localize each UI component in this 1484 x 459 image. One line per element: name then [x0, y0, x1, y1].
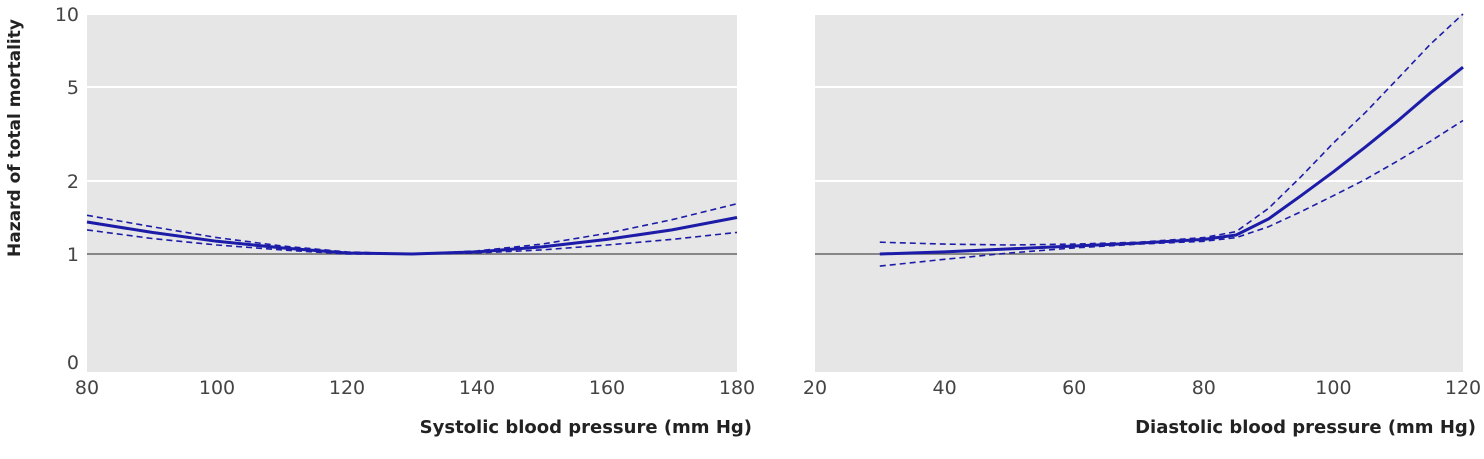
systolic-y-tick-label: 5: [67, 77, 79, 99]
diastolic-x-tick-label: 120: [1445, 377, 1481, 399]
diastolic-ci-line-2: [879, 119, 1464, 267]
systolic-y-tick-label: 10: [55, 4, 79, 26]
systolic-x-tick-label: 140: [459, 377, 495, 399]
systolic-x-tick-label: 80: [75, 377, 99, 399]
diastolic-x-axis-label: Diastolic blood pressure (mm Hg): [1135, 417, 1476, 438]
diastolic-ci-line-1: [879, 13, 1464, 246]
y-axis-label: Hazard of total mortality: [5, 19, 25, 257]
diastolic-x-tick-label: 100: [1315, 377, 1351, 399]
systolic-y-tick-label: 0: [67, 352, 79, 374]
diastolic-plot-area: [815, 14, 1463, 372]
systolic-x-axis-label: Systolic blood pressure (mm Hg): [420, 417, 752, 438]
diastolic-x-tick-label: 60: [1062, 377, 1086, 399]
systolic-chart-panel: 80 100 120 140 160 180 0 1 2 5 10 Systolic blood pr…: [55, 4, 755, 438]
diastolic-chart-panel: 20 40 60 80 100 120 Diastolic blood pressure (…: [803, 13, 1481, 438]
systolic-x-tick-label: 180: [719, 377, 755, 399]
systolic-plot-area: [87, 14, 737, 372]
diastolic-x-tick-label: 20: [803, 377, 827, 399]
diastolic-x-tick-label: 40: [933, 377, 957, 399]
diastolic-x-tick-label: 80: [1192, 377, 1216, 399]
systolic-hazard-line: [86, 216, 738, 256]
systolic-x-tick-label: 120: [329, 377, 365, 399]
systolic-ci-line-2: [86, 229, 738, 255]
systolic-x-tick-label: 160: [589, 377, 625, 399]
diastolic-hazard-line: [879, 66, 1464, 256]
systolic-x-tick-label: 100: [199, 377, 235, 399]
systolic-y-tick-label: 2: [67, 171, 79, 193]
systolic-y-tick-label: 1: [67, 244, 79, 266]
